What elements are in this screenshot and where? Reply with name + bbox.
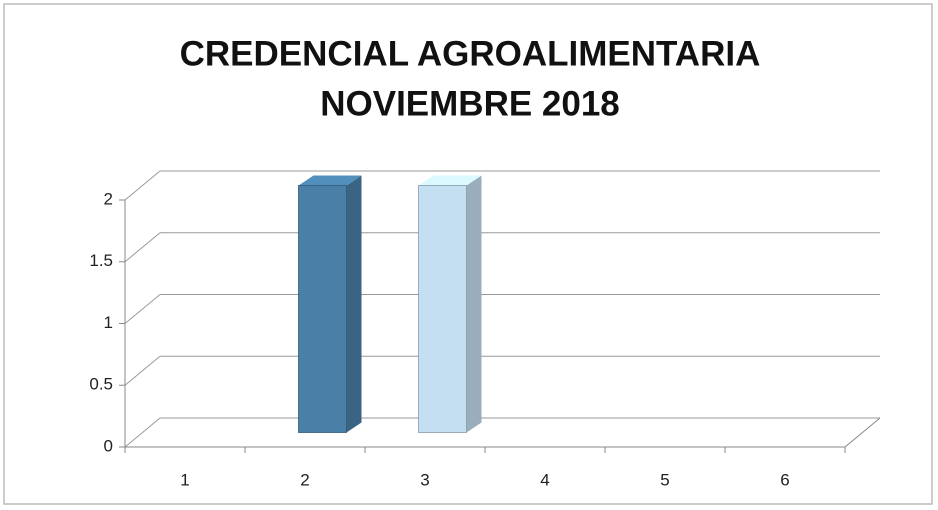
y-tick-label: 1.5	[89, 251, 113, 270]
x-tick-label: 5	[660, 470, 669, 489]
grid-line	[124, 355, 161, 386]
grid-line	[124, 232, 161, 263]
x-tick-label: 4	[540, 470, 549, 489]
y-tick-label: 2	[104, 189, 113, 208]
x-tick-label: 3	[420, 470, 429, 489]
y-tick-label: 0	[104, 436, 113, 455]
bar	[298, 175, 362, 433]
x-tick-label: 6	[780, 470, 789, 489]
bar-front	[418, 185, 467, 433]
y-tick-label: 1	[104, 313, 113, 332]
bar	[418, 175, 482, 433]
bar-top	[298, 175, 362, 186]
grid-line	[124, 417, 161, 448]
bar-top	[418, 175, 482, 186]
grid-line	[124, 294, 161, 324]
chart-title: CREDENCIAL AGROALIMENTARIA	[180, 34, 761, 73]
x-axis	[844, 417, 881, 448]
bar-side	[466, 175, 482, 433]
bar-front	[298, 185, 347, 433]
y-tick-label: 0.5	[89, 375, 113, 394]
x-tick-label: 2	[300, 470, 309, 489]
chart-title: NOVIEMBRE 2018	[320, 84, 620, 123]
bar-side	[346, 175, 362, 433]
grid-line	[124, 170, 161, 201]
x-tick-label: 1	[180, 470, 189, 489]
